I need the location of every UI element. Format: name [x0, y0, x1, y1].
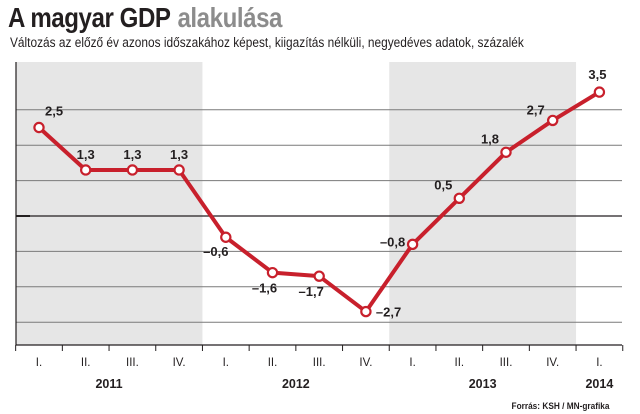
- quarter-label: III.: [313, 357, 326, 369]
- data-label: 2,5: [45, 104, 63, 119]
- quarter-label: I.: [409, 357, 415, 369]
- data-label: 2,7: [527, 102, 545, 117]
- data-point: [126, 164, 139, 176]
- data-label: –2,7: [376, 305, 401, 320]
- data-point: [220, 231, 232, 243]
- quarter-label: I.: [36, 357, 42, 369]
- data-point: [173, 164, 185, 176]
- data-point: [500, 146, 512, 158]
- quarter-label: I.: [596, 357, 602, 369]
- quarter-label: IV.: [173, 357, 186, 369]
- data-point: [453, 192, 465, 204]
- chart-title: A magyar GDP alakulása: [8, 0, 282, 36]
- data-point: [547, 114, 559, 127]
- data-point: [33, 121, 45, 134]
- data-label: 0,5: [434, 177, 452, 192]
- data-point: [593, 86, 606, 98]
- data-label: 1,3: [170, 147, 188, 162]
- data-label: 3,5: [588, 67, 606, 82]
- data-point: [266, 266, 279, 279]
- quarter-label: II.: [268, 357, 278, 369]
- title-accent: alakulása: [177, 2, 283, 33]
- quarter-label: II.: [455, 357, 465, 369]
- quarter-label: III.: [500, 357, 513, 369]
- quarter-label: IV.: [359, 357, 372, 369]
- quarter-label: III.: [126, 357, 139, 369]
- data-label: –0,8: [380, 234, 405, 249]
- data-label: 1,8: [481, 131, 499, 146]
- data-label: –1,6: [252, 281, 277, 296]
- year-label: 2014: [585, 377, 613, 391]
- data-label: 1,3: [77, 147, 95, 162]
- data-label: –0,6: [203, 244, 228, 259]
- year-label: 2011: [95, 377, 122, 391]
- year-band-2011: [15, 62, 203, 345]
- year-label: 2013: [469, 377, 497, 391]
- data-label: –1,7: [299, 284, 324, 299]
- data-point: [360, 305, 372, 318]
- title-main: A magyar GDP: [8, 2, 171, 33]
- quarter-label: II.: [81, 357, 91, 369]
- data-point: [313, 270, 325, 282]
- data-label: 1,3: [123, 147, 141, 162]
- source-note: Forrás: KSH / MN-grafika: [511, 401, 610, 411]
- quarter-label: IV.: [546, 357, 559, 369]
- data-point: [79, 164, 92, 176]
- quarter-label: I.: [223, 357, 229, 369]
- data-point: [406, 238, 419, 251]
- year-label: 2012: [282, 377, 310, 391]
- chart-subtitle: Változás az előző év azonos időszakához …: [10, 35, 524, 50]
- year-band-2013: [389, 62, 577, 345]
